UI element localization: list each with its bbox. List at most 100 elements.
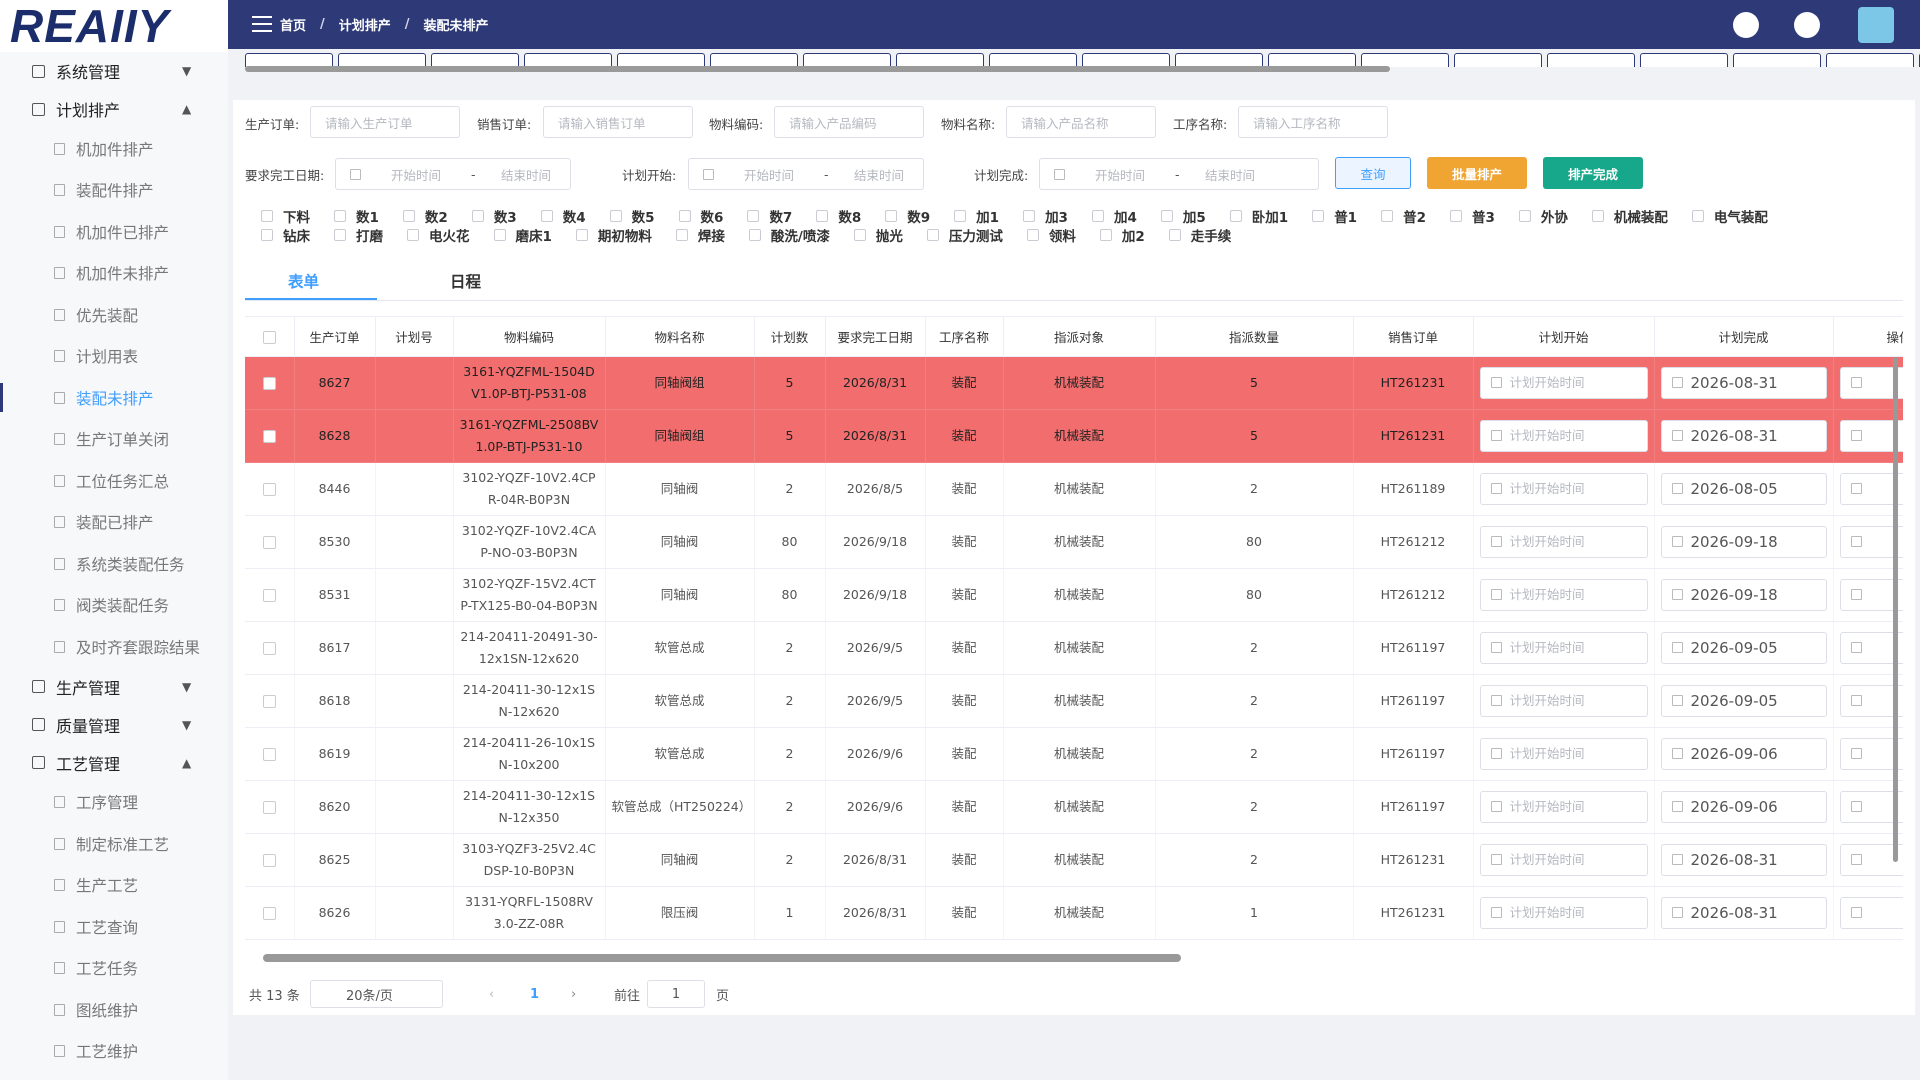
row-checkbox[interactable] — [262, 376, 276, 390]
checkbox-box[interactable] — [678, 209, 691, 222]
menu-item[interactable]: 计划用表 — [0, 336, 228, 377]
checkbox-box[interactable] — [1591, 209, 1604, 222]
plan-finish-input[interactable]: 2026-08-31 — [1660, 419, 1827, 452]
next-page[interactable]: › — [571, 986, 577, 1002]
plan-finish-input[interactable]: 2026-08-31 — [1660, 366, 1827, 399]
menu-item[interactable]: 优先装配 — [0, 294, 228, 335]
plan-start-input[interactable]: 计划开始时间 — [1479, 472, 1648, 505]
checkbox-box[interactable] — [407, 228, 419, 241]
checkbox-box[interactable] — [1099, 228, 1112, 241]
row-checkbox[interactable] — [262, 800, 276, 814]
filter-input[interactable]: 请输入工序名称 — [1238, 106, 1388, 138]
checkbox-box[interactable] — [261, 209, 273, 222]
date-range-input[interactable]: 开始时间 - 结束时间 — [335, 158, 571, 190]
checkbox[interactable]: 数8 — [816, 207, 861, 226]
filter-input[interactable]: 请输入销售订单 — [543, 106, 693, 138]
row-checkbox[interactable] — [262, 482, 276, 496]
page-tab[interactable] — [524, 53, 612, 67]
plan-finish-input[interactable]: 2026-09-05 — [1660, 684, 1827, 717]
checkbox[interactable]: 数7 — [747, 207, 792, 226]
checkbox-box[interactable] — [471, 209, 484, 222]
action-input[interactable] — [1839, 472, 1903, 505]
checkbox[interactable]: 抛光 — [853, 226, 903, 245]
date-range-input[interactable]: 开始时间 - 结束时间 — [688, 158, 924, 190]
menu-group[interactable]: 生产管理 ▼ — [0, 668, 228, 706]
checkbox[interactable]: 电气装配 — [1691, 207, 1768, 226]
plan-finish-input[interactable]: 2026-09-06 — [1660, 737, 1827, 770]
plan-finish-input[interactable]: 2026-08-05 — [1660, 472, 1827, 505]
checkbox-box[interactable] — [926, 228, 939, 241]
page-tab[interactable] — [1454, 53, 1542, 67]
page-tab[interactable] — [338, 53, 426, 67]
menu-group[interactable]: 计划排产 ▲ — [0, 90, 228, 128]
checkbox-box[interactable] — [1023, 209, 1036, 222]
menu-item[interactable]: 及时齐套跟踪结果 — [0, 626, 228, 667]
row-checkbox[interactable] — [262, 641, 276, 655]
checkbox[interactable]: 数5 — [609, 207, 655, 226]
action-input[interactable] — [1839, 790, 1903, 823]
page-tab[interactable] — [1175, 53, 1263, 67]
filter-button[interactable]: 查询 — [1335, 157, 1411, 189]
menu-group[interactable]: 工艺管理 ▲ — [0, 744, 228, 782]
vertical-scrollbar[interactable] — [1893, 357, 1898, 862]
page-tab[interactable] — [1826, 53, 1914, 67]
checkbox[interactable]: 压力测试 — [926, 226, 1003, 245]
filter-input[interactable]: 请输入产品编码 — [774, 106, 924, 138]
checkbox[interactable]: 普3 — [1450, 207, 1495, 226]
row-checkbox[interactable] — [262, 747, 276, 761]
checkbox[interactable]: 普2 — [1381, 207, 1426, 226]
plan-start-input[interactable]: 计划开始时间 — [1479, 366, 1648, 399]
plan-start-input[interactable]: 计划开始时间 — [1479, 790, 1648, 823]
page-tab[interactable] — [1733, 53, 1821, 67]
plan-finish-input[interactable]: 2026-08-31 — [1660, 896, 1827, 929]
plan-start-input[interactable]: 计划开始时间 — [1479, 631, 1648, 664]
header-checkbox[interactable] — [262, 330, 276, 344]
page-tab[interactable] — [989, 53, 1077, 67]
plan-finish-input[interactable]: 2026-09-18 — [1660, 525, 1827, 558]
checkbox-box[interactable] — [1312, 209, 1325, 222]
action-input[interactable] — [1839, 896, 1903, 929]
checkbox-box[interactable] — [816, 209, 829, 222]
filter-button[interactable]: 排产完成 — [1543, 157, 1643, 189]
checkbox-box[interactable] — [1518, 209, 1531, 222]
checkbox[interactable]: 焊接 — [675, 226, 725, 245]
checkbox-box[interactable] — [853, 228, 866, 241]
prev-page[interactable]: ‹ — [489, 986, 495, 1002]
checkbox-box[interactable] — [334, 209, 346, 222]
user-avatar[interactable] — [1858, 7, 1894, 43]
checkbox[interactable]: 数2 — [402, 207, 448, 226]
menu-item[interactable]: 生产工艺 — [0, 865, 228, 906]
checkbox[interactable]: 电火花 — [407, 226, 470, 245]
page-size-select[interactable]: 20条/页 — [310, 980, 443, 1008]
filter-input[interactable]: 请输入产品名称 — [1006, 106, 1156, 138]
filter-button[interactable]: 批量排产 — [1427, 157, 1527, 189]
menu-group[interactable]: 质量管理 ▼ — [0, 706, 228, 744]
menu-item[interactable]: 装配已排产 — [0, 502, 228, 543]
plan-start-input[interactable]: 计划开始时间 — [1479, 896, 1648, 929]
checkbox[interactable]: 加2 — [1099, 226, 1145, 245]
plan-start-input[interactable]: 计划开始时间 — [1479, 525, 1648, 558]
plan-start-input[interactable]: 计划开始时间 — [1479, 843, 1648, 876]
checkbox-box[interactable] — [334, 228, 346, 241]
view-tab[interactable]: 日程 — [450, 273, 482, 291]
checkbox[interactable]: 加1 — [954, 207, 999, 226]
action-input[interactable] — [1839, 578, 1903, 611]
edit-button[interactable] — [1794, 12, 1820, 38]
row-checkbox[interactable] — [262, 588, 276, 602]
action-input[interactable] — [1839, 419, 1903, 452]
page-tab[interactable] — [803, 53, 891, 67]
page-tab[interactable] — [1082, 53, 1170, 67]
page-tab[interactable] — [245, 53, 333, 67]
checkbox[interactable]: 加3 — [1023, 207, 1068, 226]
checkbox-box[interactable] — [1381, 209, 1394, 222]
page-tab[interactable] — [710, 53, 798, 67]
checkbox-box[interactable] — [748, 228, 761, 241]
action-input[interactable] — [1839, 366, 1903, 399]
current-page[interactable]: 1 — [530, 986, 540, 1002]
plan-finish-input[interactable]: 2026-09-18 — [1660, 578, 1827, 611]
filter-input[interactable]: 请输入生产订单 — [310, 106, 460, 138]
action-input[interactable] — [1839, 631, 1903, 664]
checkbox[interactable]: 数3 — [471, 207, 517, 226]
row-checkbox[interactable] — [262, 906, 276, 920]
checkbox-box[interactable] — [402, 209, 415, 222]
